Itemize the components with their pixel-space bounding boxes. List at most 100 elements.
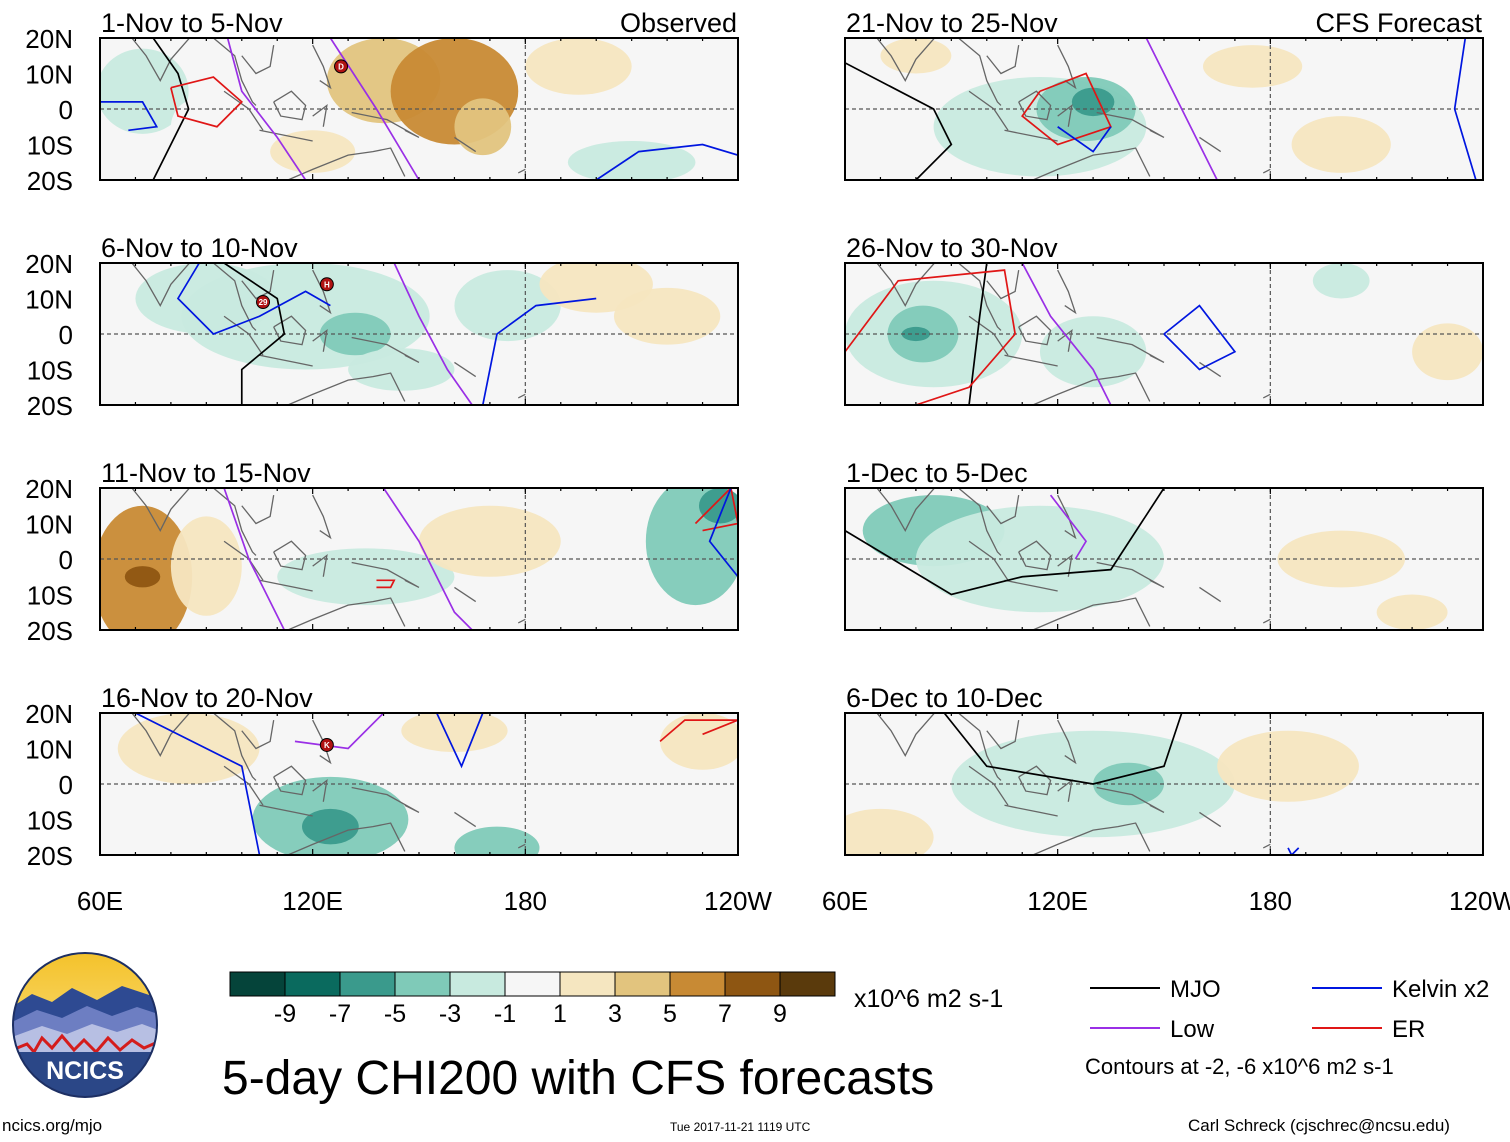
credit: Carl Schreck (cjschrec@ncsu.edu) — [1188, 1116, 1450, 1135]
colorbar-tick-label: -5 — [384, 1000, 406, 1028]
coastline — [1057, 269, 1077, 315]
panel-7: 1-Dec to 5-Dec — [844, 458, 1484, 631]
coastline — [259, 579, 313, 592]
anomaly-patch — [454, 98, 512, 156]
colorbar: -9 -7 -5 -3 -1 1 3 5 7 9 — [229, 971, 836, 1028]
coastline — [273, 540, 307, 571]
contour-kelvin-x2 — [1287, 847, 1300, 855]
coastline — [1057, 44, 1077, 90]
legend: MJO Kelvin x2 Low ER — [1090, 976, 1489, 1043]
contour-kelvin-x2 — [435, 713, 484, 769]
y-tick-label: 20N — [25, 249, 73, 279]
x-tick-label: 180 — [504, 886, 547, 916]
anomaly-field — [845, 263, 1483, 388]
coastline — [1032, 822, 1151, 855]
coastline — [1057, 103, 1073, 127]
contour-kelvin-x2 — [481, 297, 597, 405]
coastline — [213, 263, 257, 331]
contour-lines — [176, 263, 597, 405]
contours-note: Contours at -2, -6 x10^6 m2 s-1 — [1085, 1054, 1394, 1079]
cyclone-label: D — [338, 62, 344, 71]
coastline — [1199, 136, 1222, 153]
contour-lines — [845, 38, 1477, 180]
contour-low — [223, 488, 286, 630]
anomaly-patch — [454, 270, 561, 342]
anomaly-field — [117, 713, 738, 855]
colorbar-swatch — [449, 971, 506, 997]
anomaly-patch — [525, 38, 632, 95]
contour-kelvin-x2 — [176, 263, 331, 335]
contour-er — [170, 76, 244, 128]
anomaly-field — [135, 263, 721, 391]
contour-lines — [135, 713, 738, 855]
coastline — [876, 713, 936, 757]
colorbar-tick-label: 7 — [718, 1000, 732, 1028]
x-tick-label: 60E — [822, 886, 868, 916]
cyclone-label: 29 — [259, 298, 268, 307]
coastline — [876, 488, 936, 532]
legend-item-mjo: MJO — [1090, 976, 1221, 1003]
anomaly-patch — [880, 38, 952, 74]
contour-kelvin-x2 — [135, 713, 261, 855]
coastline — [986, 44, 1020, 75]
anomaly-patch — [170, 98, 228, 156]
contour-low — [393, 263, 473, 405]
anomaly-patch — [1039, 316, 1147, 388]
anomaly-field — [100, 488, 738, 630]
cyclone-symbol — [319, 277, 334, 292]
colorbar-swatch — [394, 971, 451, 997]
anomaly-patch — [845, 808, 934, 855]
coastline — [241, 44, 275, 75]
y-tick-label: 20N — [25, 474, 73, 504]
y-tick-label: 20S — [27, 166, 73, 196]
panel-5: 21-Nov to 25-Nov CFS Forecast — [844, 8, 1484, 181]
colorbar-swatch — [559, 971, 616, 997]
contour-low — [382, 488, 473, 630]
anomaly-patch — [302, 808, 359, 845]
coastline — [876, 263, 936, 307]
coastline — [273, 90, 307, 121]
coastline — [986, 494, 1020, 525]
contour-mjo — [943, 713, 1183, 785]
coastline — [1018, 540, 1052, 571]
coastline — [1057, 328, 1073, 352]
contour-low — [1145, 38, 1218, 180]
coastline — [312, 328, 328, 352]
contour-er — [376, 579, 396, 589]
x-tick-label: 120E — [1027, 886, 1088, 916]
coastline — [241, 719, 275, 750]
y-tick-label: 10S — [27, 806, 73, 836]
coastline — [454, 586, 477, 603]
anomaly-patch — [401, 713, 508, 753]
cfs-forecast-label: CFS Forecast — [1315, 8, 1482, 38]
coastline — [312, 553, 328, 577]
coastline — [223, 90, 264, 131]
colorbar-swatch — [504, 971, 561, 997]
coastline — [131, 488, 191, 532]
x-tick-label: 60E — [77, 886, 123, 916]
colorbar-swatch — [779, 971, 836, 997]
y-tick-label: 0 — [59, 545, 73, 575]
website-link[interactable]: ncics.org/mjo — [2, 1116, 103, 1135]
colorbar-swatch — [229, 971, 286, 997]
legend-label: Low — [1170, 1016, 1215, 1043]
anomaly-field — [100, 38, 696, 180]
coastline — [1004, 579, 1058, 592]
coastline — [351, 111, 420, 138]
colorbar-swatch — [284, 971, 341, 997]
colorbar-tick-label: -1 — [494, 1000, 516, 1028]
coastline — [1199, 811, 1222, 828]
contour-kelvin-x2 — [708, 488, 738, 578]
coastline — [312, 44, 332, 90]
coastline — [1199, 361, 1222, 378]
coastline — [1004, 354, 1058, 367]
coastline — [1032, 372, 1151, 405]
colorbar-tick-label: 3 — [608, 1000, 622, 1028]
anomaly-patch — [124, 566, 161, 588]
contour-lines — [100, 38, 738, 180]
contour-mjo — [152, 38, 190, 180]
y-tick-label: 20N — [25, 24, 73, 54]
coastline — [213, 713, 257, 781]
coastline — [958, 488, 1002, 556]
